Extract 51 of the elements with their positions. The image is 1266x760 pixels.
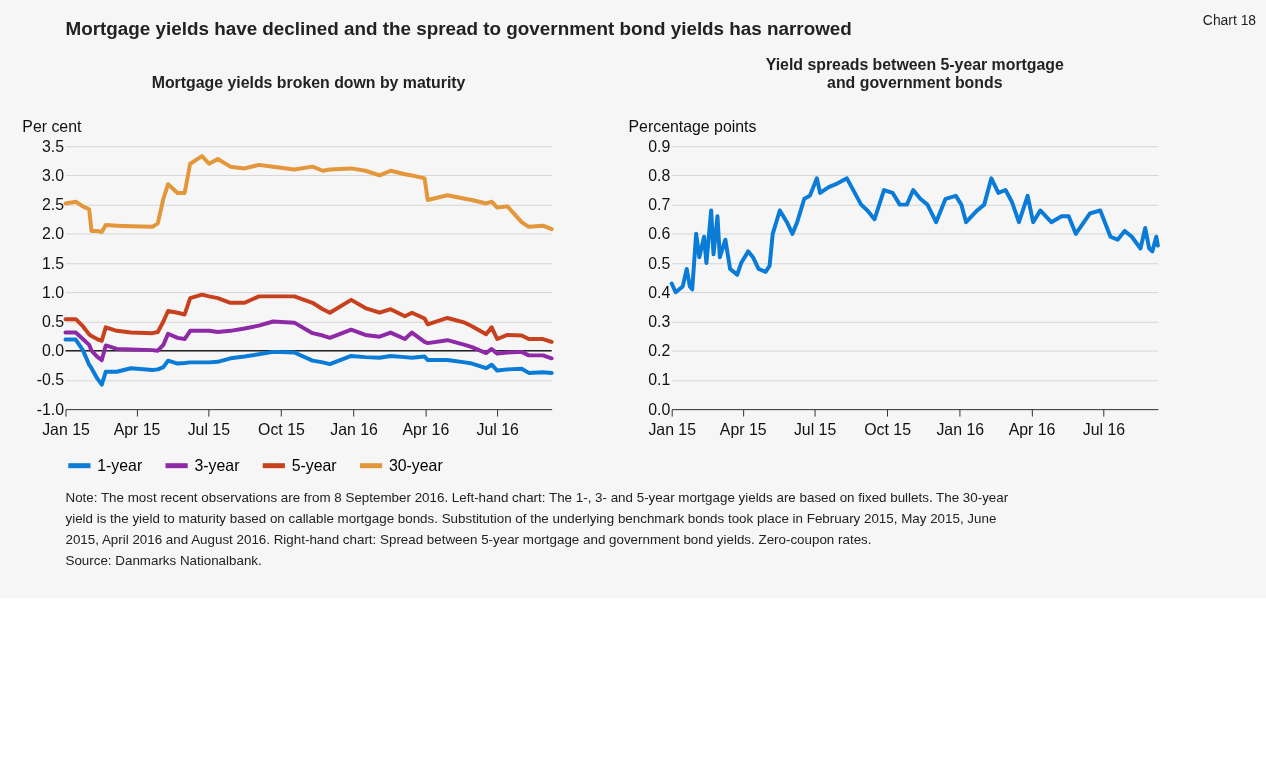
y-tick-label: 0.1 [648, 371, 671, 389]
line-series [63, 337, 554, 387]
x-tick-label: Jul 16 [1082, 421, 1126, 439]
y-tick-label: 2.0 [41, 225, 65, 243]
line-series [63, 292, 554, 344]
y-axis-title: Per cent [22, 117, 82, 135]
y-tick-label: 0.4 [648, 283, 671, 301]
x-tick-label: Apr 15 [113, 421, 161, 439]
x-tick-label: Jul 15 [793, 421, 837, 439]
y-tick-label: 0.6 [648, 225, 671, 243]
y-tick-label: 0.5 [648, 254, 671, 272]
y-tick-label: 3.5 [41, 137, 65, 155]
x-tick-label: Jan 16 [330, 421, 379, 439]
y-tick-label: 0.8 [648, 166, 671, 184]
y-tick-label: 3.0 [41, 166, 65, 184]
y-tick-label: 0.0 [648, 400, 671, 418]
y-tick-label: 1.0 [41, 283, 65, 301]
line-series [63, 154, 554, 235]
y-tick-label: -0.5 [36, 371, 65, 389]
y-tick-label: 0.3 [648, 312, 671, 330]
legend-label: 3-year [194, 456, 241, 474]
y-tick-label: -1.0 [36, 400, 65, 418]
text: Mortgage yields have declined and the spread to government bond yields has narrowed [65, 18, 852, 40]
x-tick-label: Oct 15 [258, 421, 305, 439]
y-tick-label: 0.5 [41, 312, 65, 330]
x-tick-label: Jan 15 [648, 421, 697, 439]
y-tick-label: 2.5 [41, 196, 65, 214]
line-series [63, 319, 554, 363]
y-axis-title: Percentage points [628, 117, 757, 135]
x-tick-label: Oct 15 [864, 421, 912, 439]
x-tick-label: Jan 16 [936, 421, 985, 439]
x-tick-label: Jul 16 [476, 421, 520, 439]
source-note: Source: Danmarks Nationalbank. [65, 552, 262, 568]
caption: Chart 18 [1202, 12, 1257, 29]
y-tick-label: 0.0 [41, 342, 65, 360]
legend-label: 30-year [388, 456, 444, 474]
y-tick-label: 0.9 [648, 137, 671, 155]
chart-title: Yield spreads between 5-year mortgage and government bonds [765, 55, 1065, 91]
legend-label: 1-year [97, 456, 143, 474]
x-tick-label: Apr 15 [719, 421, 767, 439]
x-tick-label: Apr 16 [402, 421, 450, 439]
x-tick-label: Jan 15 [42, 421, 90, 439]
y-tick-label: 0.7 [648, 196, 671, 214]
legend-label: 5-year [291, 456, 338, 474]
x-tick-label: Jul 15 [187, 421, 231, 439]
text: Note: The most recent observations are from 8 September 2016. Left-hand chart: The 1-, 3- and 5-year mortgage yields are based on fixed bullets. The 30-year yield is the yield to maturity based on callable mortgage bonds. Substitution of the underlying benchmark bonds took place in February 2015, May 2015, June 2015, April 2016 and August 2016. Right-hand chart: Spread between 5-year mortgage and government bond yields. Zero-coupon rates. [65, 490, 1009, 548]
y-tick-label: 1.5 [41, 254, 65, 272]
chart-title: Mortgage yields broken down by maturity [151, 73, 466, 91]
x-tick-label: Apr 16 [1008, 421, 1056, 439]
y-tick-label: 0.2 [648, 342, 671, 360]
line-series [669, 176, 1160, 295]
